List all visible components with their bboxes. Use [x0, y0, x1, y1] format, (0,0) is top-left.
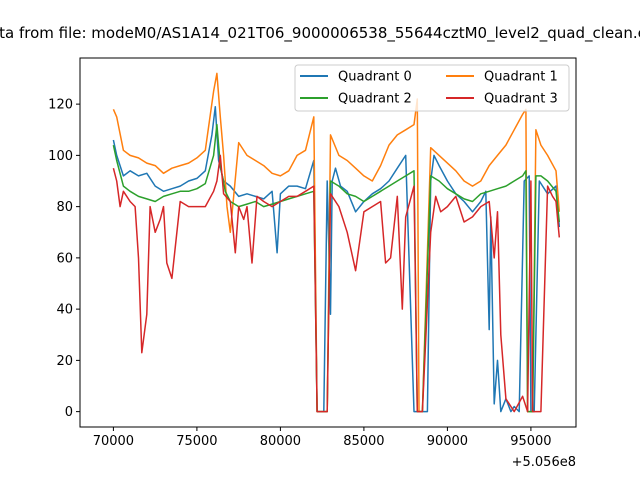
x-tick-label: 75000: [176, 434, 217, 449]
x-tick-label: 85000: [343, 434, 384, 449]
plot-frame: [79, 57, 577, 428]
legend-box: [294, 64, 570, 112]
legend-label-quadrant-2: Quadrant 2: [338, 92, 412, 107]
legend-label-quadrant-0: Quadrant 0: [338, 70, 412, 85]
series-line-quadrant-3: [112, 154, 561, 413]
y-tick-label: 100: [48, 149, 73, 164]
y-tick-label: 20: [56, 354, 73, 369]
y-tick-label: 80: [56, 200, 73, 215]
x-tick-label: 70000: [93, 434, 134, 449]
x-tick-label: 90000: [427, 434, 468, 449]
x-tick-label: 80000: [260, 434, 301, 449]
x-tick-label: 95000: [510, 434, 551, 449]
plot-lines: [112, 72, 561, 413]
series-line-quadrant-1: [112, 72, 561, 413]
y-tick-label: 60: [56, 251, 73, 266]
series-line-quadrant-2: [112, 123, 561, 413]
y-tick-label: 120: [48, 98, 73, 113]
chart-title: Data from file: modeM0/AS1A14_021T06_900…: [0, 24, 640, 43]
legend-label-quadrant-1: Quadrant 1: [484, 70, 558, 85]
y-tick-label: 0: [65, 405, 73, 420]
series-line-quadrant-0: [112, 105, 561, 413]
x-axis: 70000 75000 80000 85000 90000 95000: [93, 427, 552, 449]
legend-label-quadrant-3: Quadrant 3: [484, 92, 558, 107]
y-axis: 0 20 40 60 80 100 120: [48, 98, 80, 420]
y-tick-label: 40: [56, 303, 73, 318]
legend: Quadrant 0 Quadrant 1 Quadrant 2 Quadrant 3: [294, 64, 570, 112]
x-offset-label: +5.056e8: [512, 455, 576, 470]
